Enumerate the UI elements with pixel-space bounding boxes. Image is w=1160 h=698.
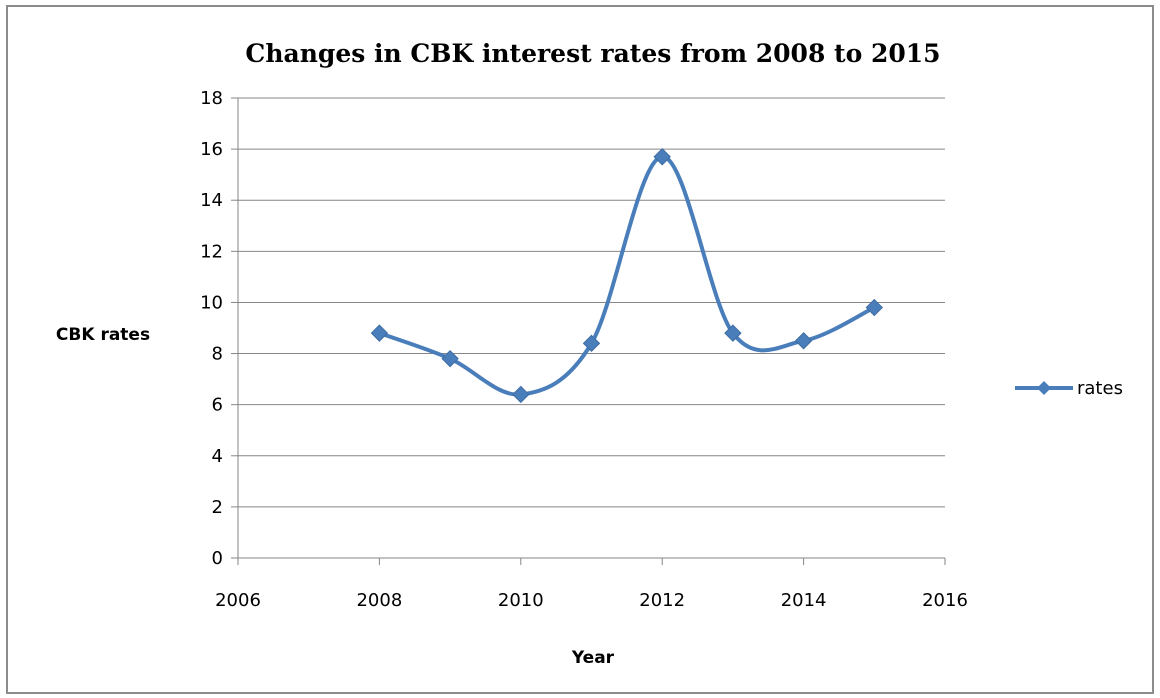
x-tick-labels: 2006 2008 2010 2012 2014 2016 xyxy=(215,590,968,611)
data-point xyxy=(441,349,459,368)
legend: rates xyxy=(1015,378,1123,399)
chart-title: Changes in CBK interest rates from 2008 … xyxy=(245,39,940,68)
series-rates xyxy=(370,148,884,404)
data-point xyxy=(794,332,813,350)
y-tick-label: 12 xyxy=(200,241,223,262)
y-axis-title: CBK rates xyxy=(56,325,150,345)
x-tick-label: 2010 xyxy=(498,590,544,611)
x-tick-label: 2006 xyxy=(215,590,261,611)
legend-marker xyxy=(1037,381,1051,395)
axes xyxy=(231,97,946,565)
y-tick-label: 6 xyxy=(212,395,223,416)
x-axis-title: Year xyxy=(571,648,615,668)
y-tick-labels: 0 2 4 6 8 10 12 14 16 18 xyxy=(200,88,223,569)
x-tick-label: 2016 xyxy=(922,590,968,611)
y-tick-label: 10 xyxy=(200,292,223,313)
data-point xyxy=(370,324,389,342)
data-point xyxy=(582,334,601,353)
x-tick-label: 2014 xyxy=(781,590,827,611)
y-tick-label: 16 xyxy=(200,139,223,160)
y-tick-label: 2 xyxy=(212,497,223,518)
y-tick-label: 18 xyxy=(200,88,223,109)
gridlines xyxy=(238,97,945,508)
data-point xyxy=(653,148,671,166)
data-point xyxy=(865,298,884,317)
y-tick-label: 8 xyxy=(212,344,223,365)
y-tick-label: 0 xyxy=(212,548,223,569)
line-chart: Changes in CBK interest rates from 2008 … xyxy=(56,39,1123,668)
y-tick-label: 14 xyxy=(200,190,223,211)
series-line-rates xyxy=(378,154,876,397)
legend-label-rates: rates xyxy=(1077,378,1123,399)
y-tick-label: 4 xyxy=(212,446,223,467)
chart-frame: Changes in CBK interest rates from 2008 … xyxy=(6,5,1154,694)
data-point xyxy=(512,385,530,404)
x-tick-label: 2012 xyxy=(639,590,685,611)
x-tick-label: 2008 xyxy=(356,590,402,611)
data-point xyxy=(724,324,742,342)
